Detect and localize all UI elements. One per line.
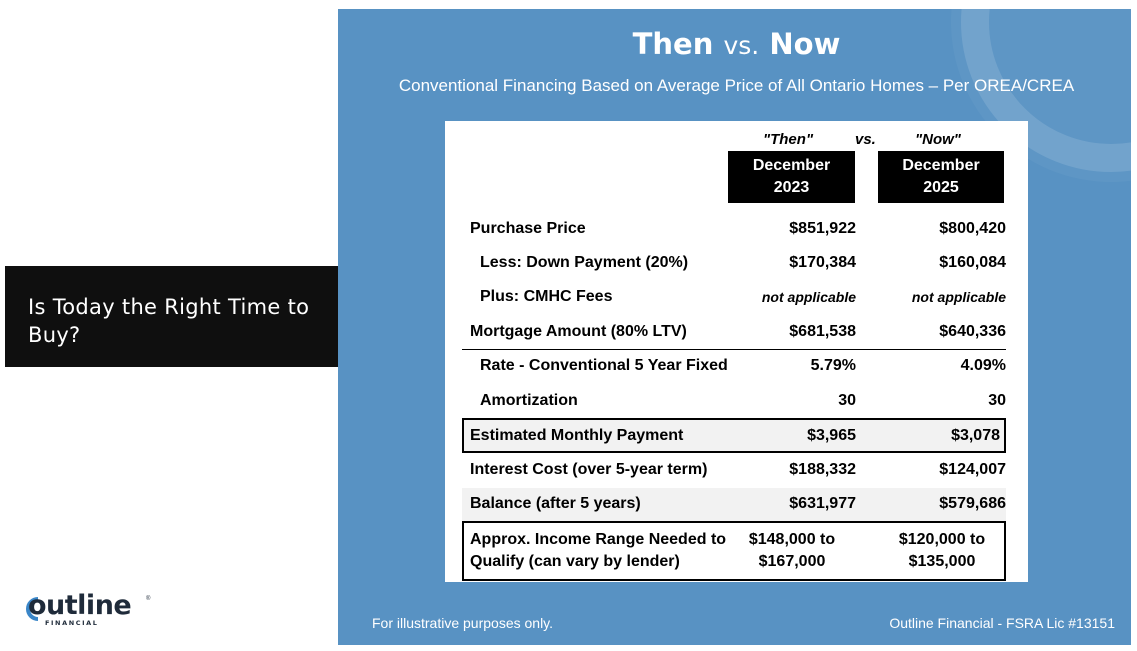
row-value-then: $170,384 bbox=[789, 254, 856, 271]
table-row: Less: Down Payment (20%) $170,384 $160,0… bbox=[462, 247, 1006, 280]
row-value-now: 4.09% bbox=[960, 357, 1006, 374]
logo-subtext: FINANCIAL bbox=[45, 619, 99, 627]
logo-registered-mark: ® bbox=[146, 596, 151, 602]
row-label: Balance (after 5 years) bbox=[470, 495, 641, 512]
row-value-then: $3,965 bbox=[807, 427, 856, 444]
row-value-now: $160,084 bbox=[939, 254, 1006, 271]
row-label: Plus: CMHC Fees bbox=[480, 288, 613, 305]
income-value-then: $148,000 to $167,000 bbox=[732, 529, 852, 573]
row-value-now: $640,336 bbox=[939, 323, 1006, 340]
row-label: Amortization bbox=[480, 392, 578, 409]
vs-label: vs. bbox=[855, 131, 876, 148]
income-label-line1: Approx. Income Range Needed to bbox=[470, 531, 727, 548]
row-value-now: not applicable bbox=[911, 289, 1006, 305]
row-value-then: $188,332 bbox=[789, 461, 856, 478]
income-then-line2: $167,000 bbox=[758, 553, 826, 570]
column-header-now-year: 2025 bbox=[923, 179, 959, 196]
slide-title-box: Is Today the Right Time to Buy? bbox=[5, 266, 338, 367]
logo-arc-icon bbox=[26, 597, 39, 621]
outline-logo: outline ® FINANCIAL bbox=[24, 590, 164, 630]
now-label: "Now" bbox=[915, 131, 961, 148]
table-row: Amortization 30 30 bbox=[462, 385, 1006, 418]
row-label: Estimated Monthly Payment bbox=[470, 427, 684, 444]
disclaimer-text: For illustrative purposes only. bbox=[372, 615, 554, 631]
row-value-now: $124,007 bbox=[939, 461, 1006, 478]
table-row: Purchase Price $851,922 $800,420 bbox=[462, 213, 1006, 246]
row-value-now: $800,420 bbox=[939, 220, 1006, 237]
monthly-payment-row: Estimated Monthly Payment $3,965 $3,078 bbox=[462, 418, 1006, 453]
table-row: Rate - Conventional 5 Year Fixed 5.79% 4… bbox=[462, 350, 1006, 383]
row-value-then: 5.79% bbox=[810, 357, 856, 374]
income-range-row: Approx. Income Range Needed to Qualify (… bbox=[462, 521, 1006, 581]
column-header-then: December 2023 bbox=[728, 151, 855, 203]
heading-then: Then bbox=[632, 27, 714, 61]
income-then-line1: $148,000 to bbox=[748, 531, 836, 548]
table-row: Balance (after 5 years) $631,977 $579,68… bbox=[462, 488, 1006, 521]
column-header-then-month: December bbox=[752, 157, 831, 174]
heading-vs: vs. bbox=[723, 31, 760, 60]
row-label: Interest Cost (over 5-year term) bbox=[470, 461, 708, 478]
logo-wordmark: outline bbox=[28, 590, 132, 621]
income-range-label: Approx. Income Range Needed to Qualify (… bbox=[470, 529, 726, 573]
panel-heading: Then vs. Now bbox=[338, 27, 1131, 61]
comparison-panel: Then vs. Now Conventional Financing Base… bbox=[338, 9, 1131, 645]
row-label: Purchase Price bbox=[470, 220, 586, 237]
row-label: Rate - Conventional 5 Year Fixed bbox=[480, 357, 728, 374]
income-label-line2: Qualify (can vary by lender) bbox=[470, 553, 680, 570]
table-divider bbox=[462, 349, 1006, 350]
slide-title: Is Today the Right Time to Buy? bbox=[28, 295, 310, 347]
row-value-now: $579,686 bbox=[939, 495, 1006, 512]
income-now-line1: $120,000 to bbox=[898, 531, 986, 548]
row-value-then: $631,977 bbox=[789, 495, 856, 512]
row-value-then: $681,538 bbox=[789, 323, 856, 340]
heading-now: Now bbox=[769, 27, 841, 61]
table-row: Mortgage Amount (80% LTV) $681,538 $640,… bbox=[462, 316, 1006, 349]
column-header-now-month: December bbox=[902, 157, 980, 174]
panel-subtitle: Conventional Financing Based on Average … bbox=[398, 76, 1075, 95]
table-row: Interest Cost (over 5-year term) $188,33… bbox=[462, 454, 1006, 487]
table-row: Plus: CMHC Fees not applicable not appli… bbox=[462, 281, 1006, 314]
comparison-table: "Then" vs. "Now" December 2023 December … bbox=[445, 121, 1028, 582]
row-value-then: not applicable bbox=[761, 289, 856, 305]
row-value-now: $3,078 bbox=[951, 427, 1000, 444]
row-value-now: 30 bbox=[988, 392, 1006, 409]
row-label: Mortgage Amount (80% LTV) bbox=[470, 323, 687, 340]
row-value-then: 30 bbox=[838, 392, 856, 409]
license-text: Outline Financial - FSRA Lic #13151 bbox=[889, 615, 1115, 631]
then-label: "Then" bbox=[763, 131, 814, 148]
income-now-line2: $135,000 bbox=[908, 553, 976, 570]
row-value-then: $851,922 bbox=[789, 220, 856, 237]
column-header-then-year: 2023 bbox=[773, 179, 810, 196]
row-label: Less: Down Payment (20%) bbox=[480, 254, 689, 271]
column-header-now: December 2025 bbox=[878, 151, 1004, 203]
income-value-now: $120,000 to $135,000 bbox=[882, 529, 1002, 573]
